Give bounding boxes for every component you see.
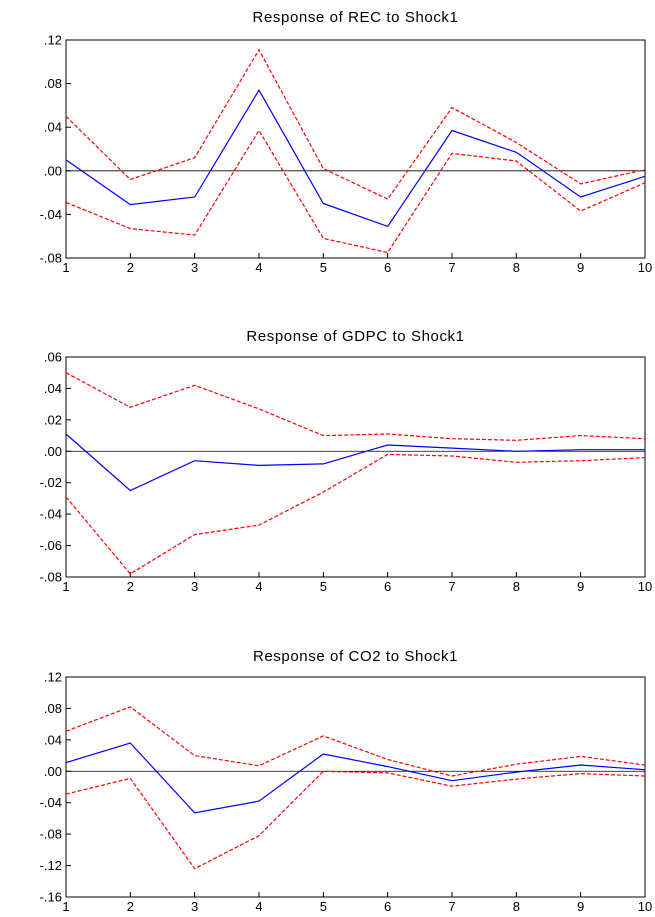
- x-tick-label: 7: [448, 899, 455, 914]
- y-tick-label: -.04: [40, 507, 62, 522]
- y-tick-label: .04: [44, 381, 62, 396]
- x-tick-label: 5: [320, 579, 327, 594]
- x-tick-label: 8: [513, 260, 520, 275]
- y-tick-label: .00: [44, 163, 62, 178]
- x-tick-label: 3: [191, 579, 198, 594]
- y-tick-label: -.08: [40, 570, 62, 585]
- x-tick-label: 2: [127, 579, 134, 594]
- chart-panel-3: Response of CO2 to Shock1 -.16 -.12 -.08 -.0…: [40, 648, 653, 914]
- y-tick-label: -.02: [40, 475, 62, 490]
- y-tick-label: .12: [44, 33, 62, 48]
- y-tick-label: -.12: [40, 858, 62, 873]
- series-line-lower-band: [65, 129, 646, 254]
- y-tick-label: -.08: [40, 251, 62, 266]
- series-line-upper-band: [65, 48, 646, 200]
- x-tick-label: 2: [127, 899, 134, 914]
- y-tick-label: -.06: [40, 538, 62, 553]
- series-line-upper-band: [65, 706, 646, 777]
- x-tick-label: 3: [191, 899, 198, 914]
- x-tick-label: 9: [577, 899, 584, 914]
- x-tick-label: 6: [384, 260, 391, 275]
- y-tick-label: -.08: [40, 827, 62, 842]
- y-tick-label: .04: [44, 120, 62, 135]
- x-tick-label: 9: [577, 260, 584, 275]
- x-tick-label: 5: [320, 260, 327, 275]
- chart-panel-1: Response of REC to Shock1 -.08 -.04 .00 .04.…: [40, 9, 653, 275]
- x-tick-label: 2: [127, 260, 134, 275]
- y-tick-label: .06: [44, 350, 62, 365]
- y-tick-label: .12: [44, 670, 62, 685]
- x-tick-label: 1: [62, 260, 69, 275]
- x-tick-label: 9: [577, 579, 584, 594]
- y-tick-label: .08: [44, 76, 62, 91]
- series-line-lower-band: [65, 453, 646, 575]
- x-tick-label: 1: [62, 899, 69, 914]
- x-tick-label: 8: [513, 899, 520, 914]
- x-tick-label: 10: [638, 579, 652, 594]
- x-tick-label: 4: [255, 579, 262, 594]
- series-line-lower-band: [65, 770, 646, 870]
- x-tick-label: 5: [320, 899, 327, 914]
- y-tick-label: .08: [44, 701, 62, 716]
- x-tick-label: 7: [448, 260, 455, 275]
- x-tick-label: 10: [638, 260, 652, 275]
- series-line-response: [65, 742, 646, 814]
- plot-frame: [65, 356, 646, 578]
- x-tick-label: 4: [255, 260, 262, 275]
- series-line-response: [65, 88, 646, 228]
- y-tick-label: .00: [44, 764, 62, 779]
- chart-title: Response of GDPC to Shock1: [246, 328, 464, 345]
- x-tick-label: 3: [191, 260, 198, 275]
- y-tick-label: .02: [44, 412, 62, 427]
- y-tick-label: -.16: [40, 890, 62, 905]
- x-tick-label: 7: [448, 579, 455, 594]
- series-line-response: [65, 433, 645, 492]
- x-tick-label: 8: [513, 579, 520, 594]
- plot-frame: [65, 39, 646, 259]
- y-tick-label: .00: [44, 444, 62, 459]
- chart-title: Response of REC to Shock1: [253, 9, 459, 26]
- y-tick-label: -.04: [40, 207, 62, 222]
- plot-frame: [65, 676, 646, 898]
- x-tick-label: 6: [384, 899, 391, 914]
- x-tick-label: 10: [638, 899, 652, 914]
- x-tick-label: 6: [384, 579, 391, 594]
- x-tick-label: 4: [255, 899, 262, 914]
- y-tick-label: -.04: [40, 795, 62, 810]
- x-tick-label: 1: [62, 579, 69, 594]
- series-line-upper-band: [65, 372, 646, 441]
- chart-title: Response of CO2 to Shock1: [253, 648, 458, 665]
- chart-panel-2: Response of GDPC to Shock1 -.08 -.06 -.04 -.…: [40, 328, 653, 594]
- y-tick-label: .04: [44, 732, 62, 747]
